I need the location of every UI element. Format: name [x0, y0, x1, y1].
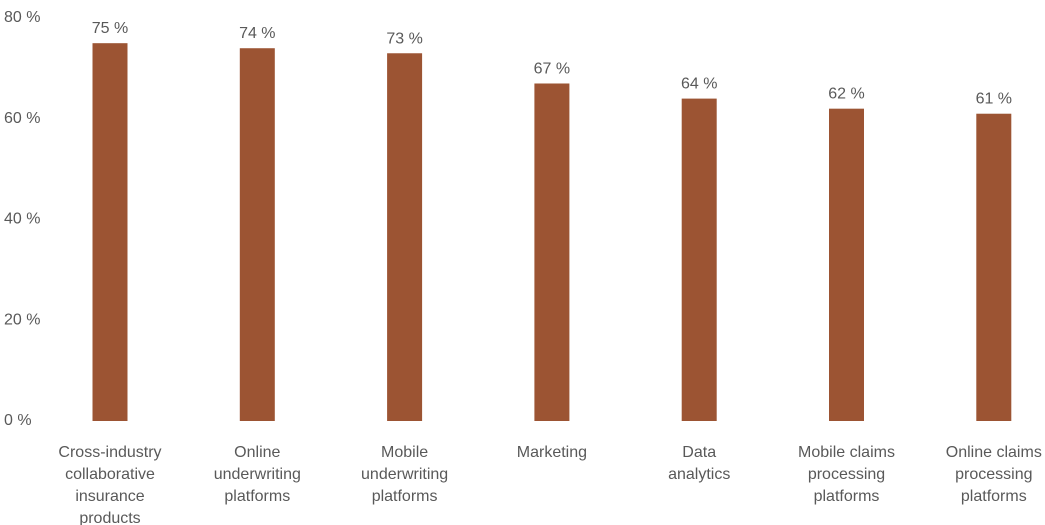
x-tick-label-line: Cross-industry	[58, 444, 161, 461]
x-tick-label-line: platforms	[814, 488, 880, 505]
x-tick-label: Cross-industry collaborative insurance prod…	[58, 444, 161, 525]
x-tick-label-line: Marketing	[517, 444, 587, 461]
x-tick-label: Marketing	[517, 444, 587, 461]
y-tick-label: 60 %	[4, 110, 40, 127]
x-tick-label-line: Mobile	[381, 444, 428, 461]
data-label: 64 %	[681, 76, 717, 93]
y-tick-label: 80 %	[4, 9, 40, 26]
x-tick-label-line: underwriting	[361, 466, 448, 483]
data-label: 62 %	[828, 86, 864, 103]
data-label: 75 %	[92, 20, 128, 37]
x-tick-label-line: platforms	[372, 488, 438, 505]
data-labels: 75 % 74 % 73 % 67 % 64 % 62 % 61 %	[92, 20, 1012, 108]
y-tick-label: 20 %	[4, 311, 40, 328]
data-label: 73 %	[386, 30, 422, 47]
x-tick-label-line: collaborative	[65, 466, 155, 483]
y-tick-label: 40 %	[4, 211, 40, 228]
bar	[681, 98, 717, 421]
x-tick-label-line: products	[79, 510, 140, 525]
bar	[239, 48, 275, 421]
x-tick-label: Data analytics	[668, 444, 730, 483]
y-axis: 0 % 20 % 40 % 60 % 80 %	[4, 9, 40, 429]
x-tick-label: Online claims processing platforms	[946, 444, 1042, 505]
x-axis: Cross-industry collaborative insurance prod…	[58, 444, 1041, 525]
x-tick-label-line: Online	[234, 444, 280, 461]
bar	[534, 83, 570, 422]
bar	[976, 113, 1012, 422]
data-label: 74 %	[239, 25, 275, 42]
data-label: 61 %	[976, 91, 1012, 108]
x-tick-label-line: Mobile claims	[798, 444, 895, 461]
x-tick-label-line: processing	[808, 466, 885, 483]
x-tick-label: Online underwriting platforms	[214, 444, 301, 505]
x-tick-label-line: analytics	[668, 466, 730, 483]
data-label: 67 %	[534, 60, 570, 77]
x-tick-label-line: Data	[682, 444, 716, 461]
x-tick-label-line: platforms	[224, 488, 290, 505]
x-tick-label-line: insurance	[75, 488, 144, 505]
y-tick-label: 0 %	[4, 412, 32, 429]
x-tick-label: Mobile underwriting platforms	[361, 444, 448, 505]
bar	[387, 53, 423, 421]
bar	[829, 108, 864, 422]
bar	[92, 43, 128, 421]
x-tick-label-line: underwriting	[214, 466, 301, 483]
x-tick-label: Mobile claims processing platforms	[798, 444, 895, 505]
x-tick-label-line: Online claims	[946, 444, 1042, 461]
x-tick-label-line: platforms	[961, 488, 1027, 505]
bar-series	[92, 43, 1012, 422]
x-tick-label-line: processing	[955, 466, 1032, 483]
